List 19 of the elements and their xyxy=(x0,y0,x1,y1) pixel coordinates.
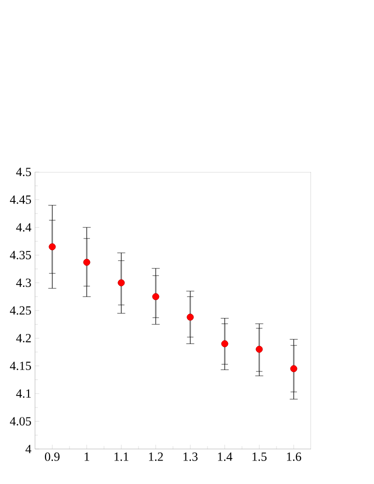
y-tick-label: 4 xyxy=(26,444,32,454)
y-tick-label: 4.25 xyxy=(10,306,31,315)
y-tick-label: 4.15 xyxy=(10,362,31,370)
y-tick-label: 4.3 xyxy=(16,278,31,288)
x-tick-label: 1.2 xyxy=(149,452,163,461)
x-tick-label: 1.3 xyxy=(184,452,198,461)
x-tick-label: 1.5 xyxy=(252,452,267,461)
x-tick-label: 1.1 xyxy=(114,452,128,461)
y-tick-label: 4.2 xyxy=(16,334,31,342)
y-tick-label: 4.5 xyxy=(16,168,31,176)
x-tick-label: 1 xyxy=(84,452,90,461)
y-tick-label: 4.45 xyxy=(10,196,31,204)
y-tick-label: 4.1 xyxy=(16,389,31,398)
y-tick-label: 4.35 xyxy=(10,250,31,260)
x-tick-label: 1.6 xyxy=(287,452,302,461)
y-tick-label: 4.4 xyxy=(16,223,32,232)
x-tick-label: 1.4 xyxy=(218,452,232,461)
x-tick-label: 0.9 xyxy=(44,452,60,461)
y-tick-label: 4.05 xyxy=(10,417,31,426)
